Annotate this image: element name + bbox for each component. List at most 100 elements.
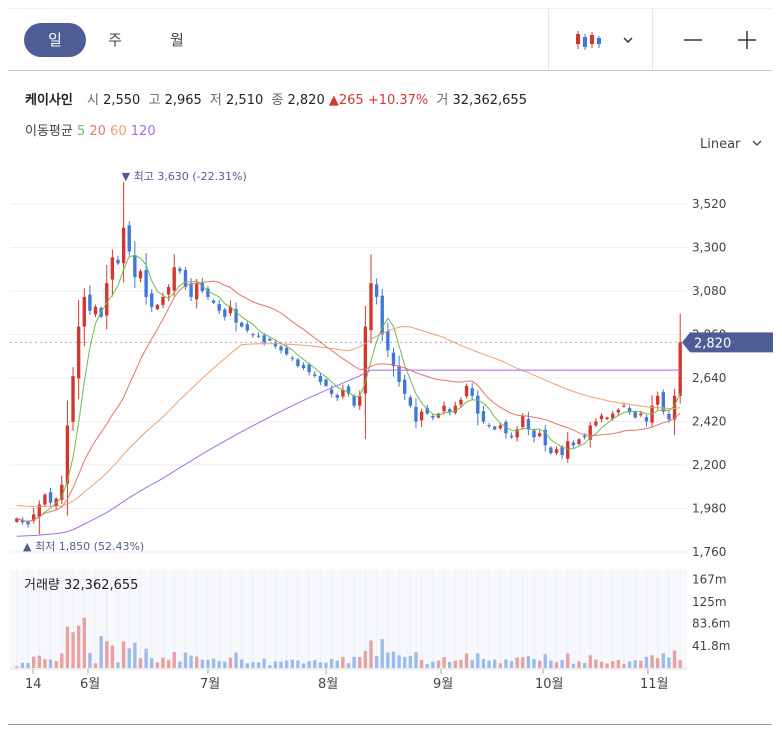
candle-body <box>498 425 502 429</box>
volume-bar <box>37 655 41 668</box>
zoom-in-button[interactable] <box>732 19 762 59</box>
y-tick-label: 2,200 <box>692 458 726 472</box>
volume-bar <box>228 657 233 668</box>
candle-body <box>329 389 334 394</box>
candle-body <box>318 376 323 382</box>
candle-body <box>487 425 491 427</box>
candle-body <box>127 225 131 252</box>
volume-bar <box>290 659 294 668</box>
volume-bar <box>391 651 396 668</box>
volume-bar <box>211 658 216 668</box>
x-tick-label: 14 <box>25 677 42 692</box>
volume-bar <box>144 648 148 668</box>
volume-bar <box>138 658 143 668</box>
volume-bar <box>183 652 188 668</box>
close-label: 종 <box>271 93 284 108</box>
candle-body <box>369 283 373 331</box>
candle-body <box>245 324 249 331</box>
volume-bar <box>65 626 70 668</box>
tab-week[interactable]: 주 <box>108 31 122 49</box>
candle-body <box>622 405 626 407</box>
candle-body <box>341 389 345 397</box>
candle-body <box>627 408 632 412</box>
volume-bar <box>15 666 19 668</box>
volume-tick-label: 83.6m <box>692 617 730 631</box>
volume-bar <box>667 657 671 668</box>
volume-bar <box>48 659 53 668</box>
volume-bar <box>549 660 553 668</box>
volume-bar <box>661 653 666 668</box>
scale-selector[interactable]: Linear <box>700 137 763 152</box>
candle-body <box>425 408 429 414</box>
candle-body <box>532 430 536 438</box>
tab-day[interactable]: 일 <box>24 23 86 57</box>
volume-bar <box>99 636 103 668</box>
volume-bar <box>121 641 126 668</box>
candle-body <box>678 342 682 396</box>
candle-body <box>464 385 469 397</box>
volume-bar <box>470 659 474 668</box>
volume-bar <box>459 659 463 668</box>
candle-body <box>138 271 143 279</box>
candle-body <box>71 376 75 422</box>
candle-body <box>656 395 660 405</box>
stock-name: 케이사인 <box>25 93 73 108</box>
volume-bar <box>206 659 210 668</box>
candle-body <box>476 395 480 414</box>
y-tick-label: 2,640 <box>692 371 726 385</box>
x-tick-label: 11월 <box>640 677 669 692</box>
candle-body <box>661 392 666 412</box>
zoom-out-button[interactable] <box>678 19 708 59</box>
volume-bar <box>279 661 283 668</box>
open-label: 시 <box>86 93 99 108</box>
chevron-down-icon <box>752 140 762 146</box>
candle-body <box>386 330 390 351</box>
candle-body <box>20 519 25 523</box>
candle-body <box>549 447 553 454</box>
high-value: 2,965 <box>164 93 202 108</box>
volume-bar <box>571 663 576 668</box>
volume-bar <box>408 655 413 668</box>
current-price-tag <box>682 332 773 353</box>
ma5-label: 5 <box>76 124 86 139</box>
volume-bar <box>481 659 486 668</box>
candle-body <box>313 374 317 377</box>
candle-body <box>571 442 576 446</box>
candle-body <box>537 433 542 437</box>
tab-month[interactable]: 월 <box>170 31 184 49</box>
volume-bar <box>251 662 255 668</box>
candle-body <box>144 270 148 297</box>
y-tick-label: 3,080 <box>692 284 726 298</box>
volume-bar <box>363 651 368 668</box>
volume-bar <box>239 659 244 668</box>
candle-body <box>431 415 435 418</box>
candle-body <box>521 415 525 428</box>
volume-bar <box>245 663 249 668</box>
ma-label: 이동평균 <box>25 124 73 139</box>
volume-bar <box>588 655 592 668</box>
volume-bar <box>672 650 677 668</box>
scale-label: Linear <box>700 137 741 152</box>
ma60-label: 60 <box>110 124 127 139</box>
candle-body <box>105 283 109 316</box>
candle-body <box>639 413 643 416</box>
volume-bar <box>498 663 502 668</box>
volume-bar <box>656 658 660 668</box>
candle-body <box>611 413 615 419</box>
candle-body <box>644 417 649 422</box>
candle-body <box>48 492 53 503</box>
volume-bar <box>234 652 238 668</box>
candle-body <box>82 296 86 327</box>
x-tick-label: 8월 <box>318 677 338 692</box>
low-label: 저 <box>209 93 222 108</box>
chart-type-button[interactable] <box>564 19 644 59</box>
volume-bar <box>627 661 632 668</box>
quote-summary: 케이사인 시 2,550 고 2,965 저 2,510 종 2,820 ▲26… <box>25 89 527 108</box>
candle-body <box>566 441 570 459</box>
volume-bar <box>133 642 137 668</box>
ma60-line <box>16 325 681 508</box>
candle-body <box>335 395 339 398</box>
volume-bar <box>543 654 547 668</box>
candle-body <box>290 357 294 359</box>
